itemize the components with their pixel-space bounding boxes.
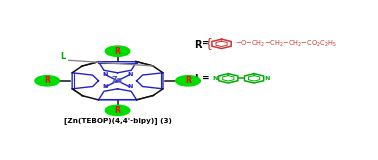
Text: Zn: Zn <box>112 76 123 85</box>
Circle shape <box>105 105 130 116</box>
Text: $\mathbf{R}$: $\mathbf{R}$ <box>194 38 203 50</box>
Text: $\mathbf{L}$: $\mathbf{L}$ <box>194 72 201 84</box>
Circle shape <box>176 76 200 86</box>
Text: N: N <box>265 76 270 81</box>
Text: N: N <box>102 84 108 89</box>
Text: {: { <box>204 37 212 50</box>
Text: L: L <box>60 52 66 61</box>
Text: =: = <box>202 74 209 83</box>
Circle shape <box>105 46 130 56</box>
Text: =: = <box>202 39 209 48</box>
Text: R: R <box>44 76 50 85</box>
Text: N: N <box>127 72 133 77</box>
Text: N: N <box>102 72 108 77</box>
Text: R: R <box>115 106 121 115</box>
Text: N: N <box>127 84 133 89</box>
Text: R: R <box>115 47 121 56</box>
Text: $-$O$-$CH$_2$$-$CH$_2$$-$CH$_2$$-$CO$_2$C$_2$H$_5$: $-$O$-$CH$_2$$-$CH$_2$$-$CH$_2$$-$CO$_2$… <box>235 39 337 49</box>
Text: N: N <box>212 76 217 81</box>
Circle shape <box>35 76 59 86</box>
Text: R: R <box>185 76 191 85</box>
Text: [Zn(TEBOP)(4,4'-bipy)] (3): [Zn(TEBOP)(4,4'-bipy)] (3) <box>64 117 172 124</box>
